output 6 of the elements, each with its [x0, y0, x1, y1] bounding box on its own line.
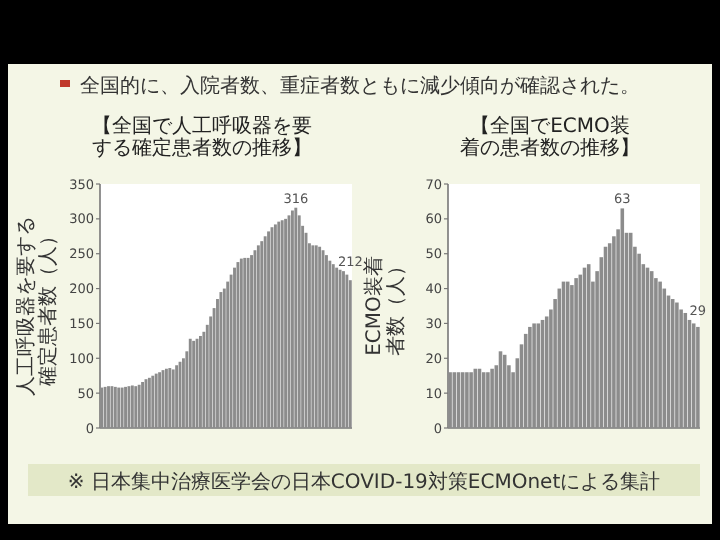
y-axis-title: 人工呼吸器を要する確定患者数（人）: [14, 216, 60, 396]
text: 全国的に、入院者数、重症者数ともに減少傾向が確認された。: [80, 74, 640, 98]
text: ※ 日本集中治療医学会の日本COVID-19対策ECMOnetによる集計: [67, 470, 661, 494]
y-axis-title: ECMO装着者数（人）: [362, 256, 408, 356]
chart-title: 【全国でECMO装着の患者数の推移】: [460, 114, 640, 160]
chart-title: 【全国で人工呼吸器を要する確定患者数の推移】: [92, 114, 312, 160]
